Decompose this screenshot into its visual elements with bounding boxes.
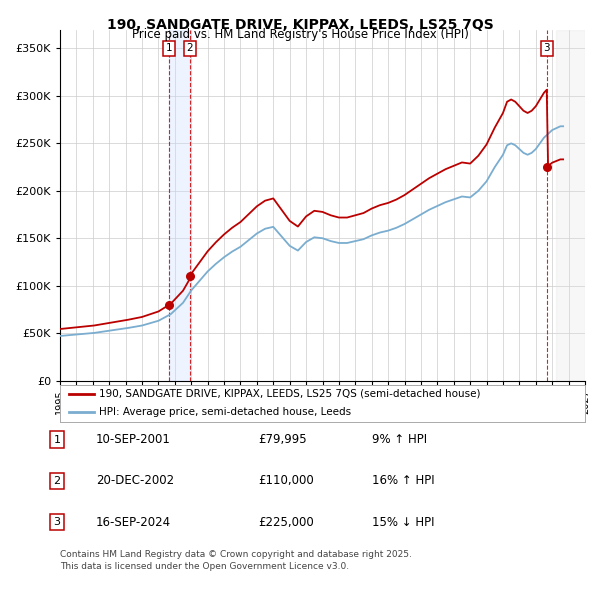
Text: Contains HM Land Registry data © Crown copyright and database right 2025.
This d: Contains HM Land Registry data © Crown c… bbox=[60, 550, 412, 571]
Text: 3: 3 bbox=[53, 517, 61, 527]
Text: 190, SANDGATE DRIVE, KIPPAX, LEEDS, LS25 7QS (semi-detached house): 190, SANDGATE DRIVE, KIPPAX, LEEDS, LS25… bbox=[100, 389, 481, 399]
Text: 20-DEC-2002: 20-DEC-2002 bbox=[96, 474, 174, 487]
Text: 2: 2 bbox=[187, 44, 193, 54]
Bar bbox=[169, 30, 190, 381]
Text: 10-SEP-2001: 10-SEP-2001 bbox=[96, 433, 171, 446]
Text: £79,995: £79,995 bbox=[258, 433, 307, 446]
Text: 15% ↓ HPI: 15% ↓ HPI bbox=[372, 516, 434, 529]
Text: 1: 1 bbox=[53, 435, 61, 444]
Text: £225,000: £225,000 bbox=[258, 516, 314, 529]
Text: 190, SANDGATE DRIVE, KIPPAX, LEEDS, LS25 7QS: 190, SANDGATE DRIVE, KIPPAX, LEEDS, LS25… bbox=[107, 18, 493, 32]
Bar bbox=[556, 30, 585, 381]
Text: 1: 1 bbox=[166, 44, 173, 54]
Text: 9% ↑ HPI: 9% ↑ HPI bbox=[372, 433, 427, 446]
Text: 16% ↑ HPI: 16% ↑ HPI bbox=[372, 474, 434, 487]
Text: 16-SEP-2024: 16-SEP-2024 bbox=[96, 516, 171, 529]
Text: 3: 3 bbox=[544, 44, 550, 54]
Text: 2: 2 bbox=[53, 476, 61, 486]
Text: £110,000: £110,000 bbox=[258, 474, 314, 487]
Text: HPI: Average price, semi-detached house, Leeds: HPI: Average price, semi-detached house,… bbox=[100, 407, 352, 417]
Text: Price paid vs. HM Land Registry's House Price Index (HPI): Price paid vs. HM Land Registry's House … bbox=[131, 28, 469, 41]
